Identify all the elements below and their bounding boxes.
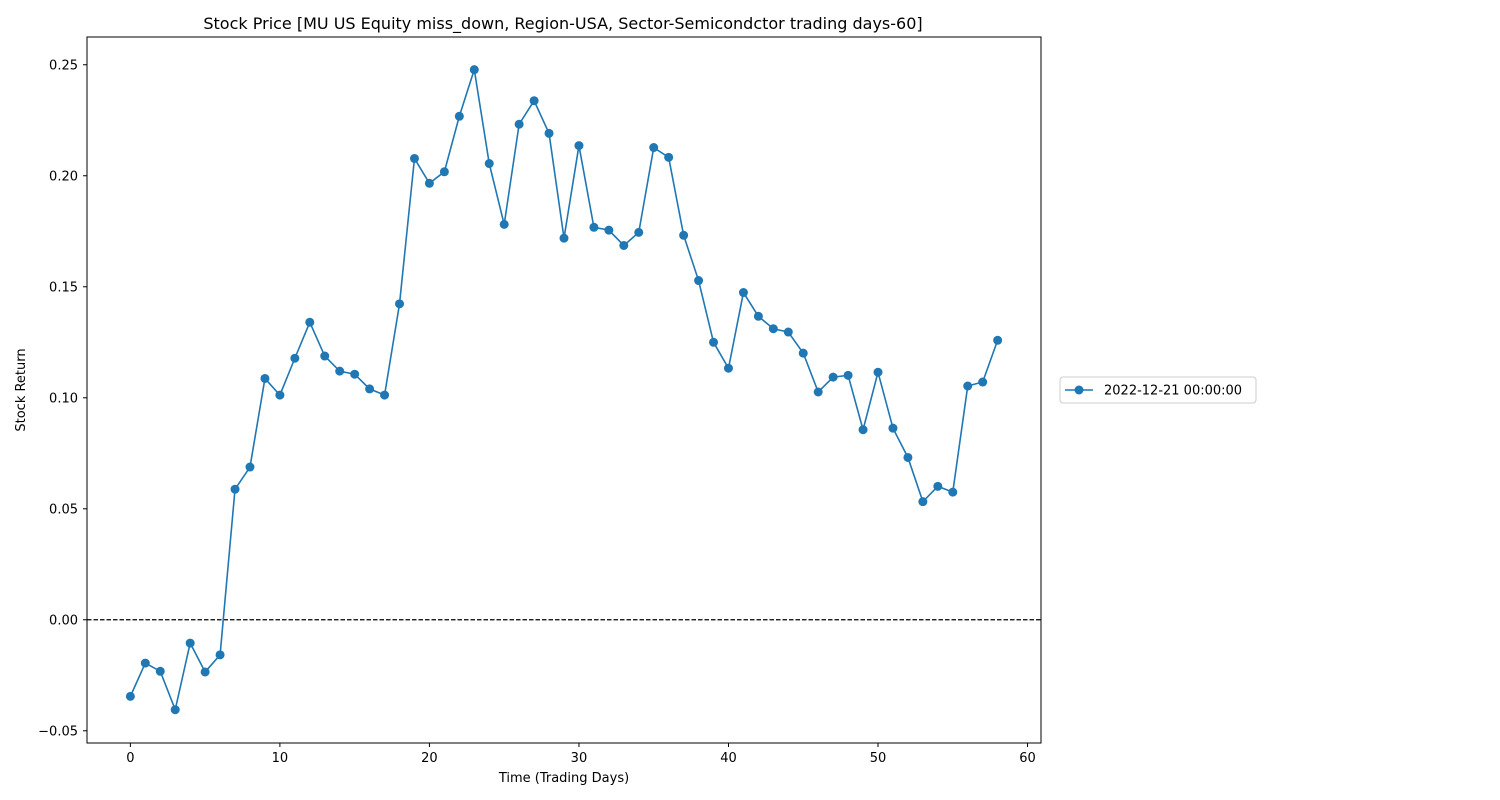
data-point bbox=[290, 353, 300, 363]
y-tick-label: 0.20 bbox=[49, 169, 78, 184]
series-points bbox=[125, 65, 1003, 715]
data-point bbox=[574, 141, 584, 151]
data-point bbox=[948, 487, 958, 497]
data-point bbox=[649, 143, 659, 153]
data-point bbox=[978, 377, 988, 387]
y-tick-label: 0.00 bbox=[49, 613, 78, 628]
data-point bbox=[753, 311, 763, 321]
data-point bbox=[768, 324, 778, 334]
plot-area: 0 10 20 30 40 50 60 −0.05 0.00 0.05 0.10 0.15 0.20 0… bbox=[38, 36, 1042, 766]
data-point bbox=[409, 153, 419, 163]
x-tick-label: 30 bbox=[571, 751, 588, 766]
data-point bbox=[215, 650, 225, 660]
data-point bbox=[858, 425, 868, 435]
data-point bbox=[200, 667, 210, 677]
data-point bbox=[963, 381, 973, 391]
x-tick-label: 50 bbox=[870, 751, 887, 766]
data-point bbox=[424, 178, 434, 188]
data-point bbox=[544, 128, 554, 138]
data-point bbox=[469, 65, 479, 75]
x-tick-label: 40 bbox=[720, 751, 737, 766]
data-point bbox=[454, 111, 464, 121]
data-point bbox=[484, 159, 494, 169]
data-point bbox=[170, 705, 180, 715]
y-axis-label: Stock Return bbox=[14, 348, 29, 431]
data-point bbox=[813, 387, 823, 397]
data-point bbox=[903, 452, 913, 462]
x-tick-label: 60 bbox=[1019, 751, 1036, 766]
data-point bbox=[335, 366, 345, 376]
data-point bbox=[709, 337, 719, 347]
x-axis-label: Time (Trading Days) bbox=[498, 771, 629, 786]
data-point bbox=[664, 152, 674, 162]
x-tick-label: 10 bbox=[272, 751, 289, 766]
y-tick-label: 0.05 bbox=[49, 502, 78, 517]
data-point bbox=[260, 373, 270, 383]
legend-entry-label: 2022-12-21 00:00:00 bbox=[1104, 384, 1242, 399]
plot-frame bbox=[86, 36, 1042, 744]
data-point bbox=[873, 367, 883, 377]
data-point bbox=[230, 484, 240, 494]
data-point bbox=[305, 317, 315, 327]
data-point bbox=[933, 481, 943, 491]
data-point bbox=[843, 370, 853, 380]
data-point bbox=[365, 384, 375, 394]
data-point bbox=[993, 335, 1003, 345]
y-tick-label: 0.15 bbox=[49, 280, 78, 295]
y-tick-label: −0.05 bbox=[38, 724, 78, 739]
data-point bbox=[619, 240, 629, 250]
data-point bbox=[275, 390, 285, 400]
data-point bbox=[439, 167, 449, 177]
data-point bbox=[694, 276, 704, 286]
data-point bbox=[888, 423, 898, 433]
data-point bbox=[380, 390, 390, 400]
data-point bbox=[604, 225, 614, 235]
data-point bbox=[589, 222, 599, 232]
data-point bbox=[395, 299, 405, 309]
data-point bbox=[798, 348, 808, 358]
legend-frame bbox=[1059, 376, 1257, 404]
data-point bbox=[723, 363, 733, 373]
data-point bbox=[559, 233, 569, 243]
data-point bbox=[350, 369, 360, 379]
data-point bbox=[499, 219, 509, 229]
data-point bbox=[140, 658, 150, 668]
data-point bbox=[125, 691, 135, 701]
data-point bbox=[783, 327, 793, 337]
data-point bbox=[529, 96, 539, 106]
chart-title: Stock Price [MU US Equity miss_down, Reg… bbox=[203, 14, 922, 34]
data-point bbox=[634, 227, 644, 237]
data-point bbox=[320, 351, 330, 361]
x-tick-label: 20 bbox=[421, 751, 438, 766]
y-tick-label: 0.25 bbox=[49, 58, 78, 73]
data-point bbox=[738, 288, 748, 298]
data-point bbox=[185, 638, 195, 648]
data-point bbox=[514, 119, 524, 129]
x-axis-ticks: 0 10 20 30 40 50 60 bbox=[126, 743, 1036, 766]
data-point bbox=[828, 372, 838, 382]
legend-marker-swatch bbox=[1074, 385, 1084, 395]
x-tick-label: 0 bbox=[126, 751, 134, 766]
y-axis-ticks: −0.05 0.00 0.05 0.10 0.15 0.20 0.25 bbox=[38, 58, 87, 739]
data-point bbox=[918, 497, 928, 507]
y-tick-label: 0.10 bbox=[49, 391, 78, 406]
data-point bbox=[245, 462, 255, 472]
data-point bbox=[679, 230, 689, 240]
legend: 2022-12-21 00:00:00 bbox=[1059, 376, 1257, 404]
data-point bbox=[155, 666, 165, 676]
